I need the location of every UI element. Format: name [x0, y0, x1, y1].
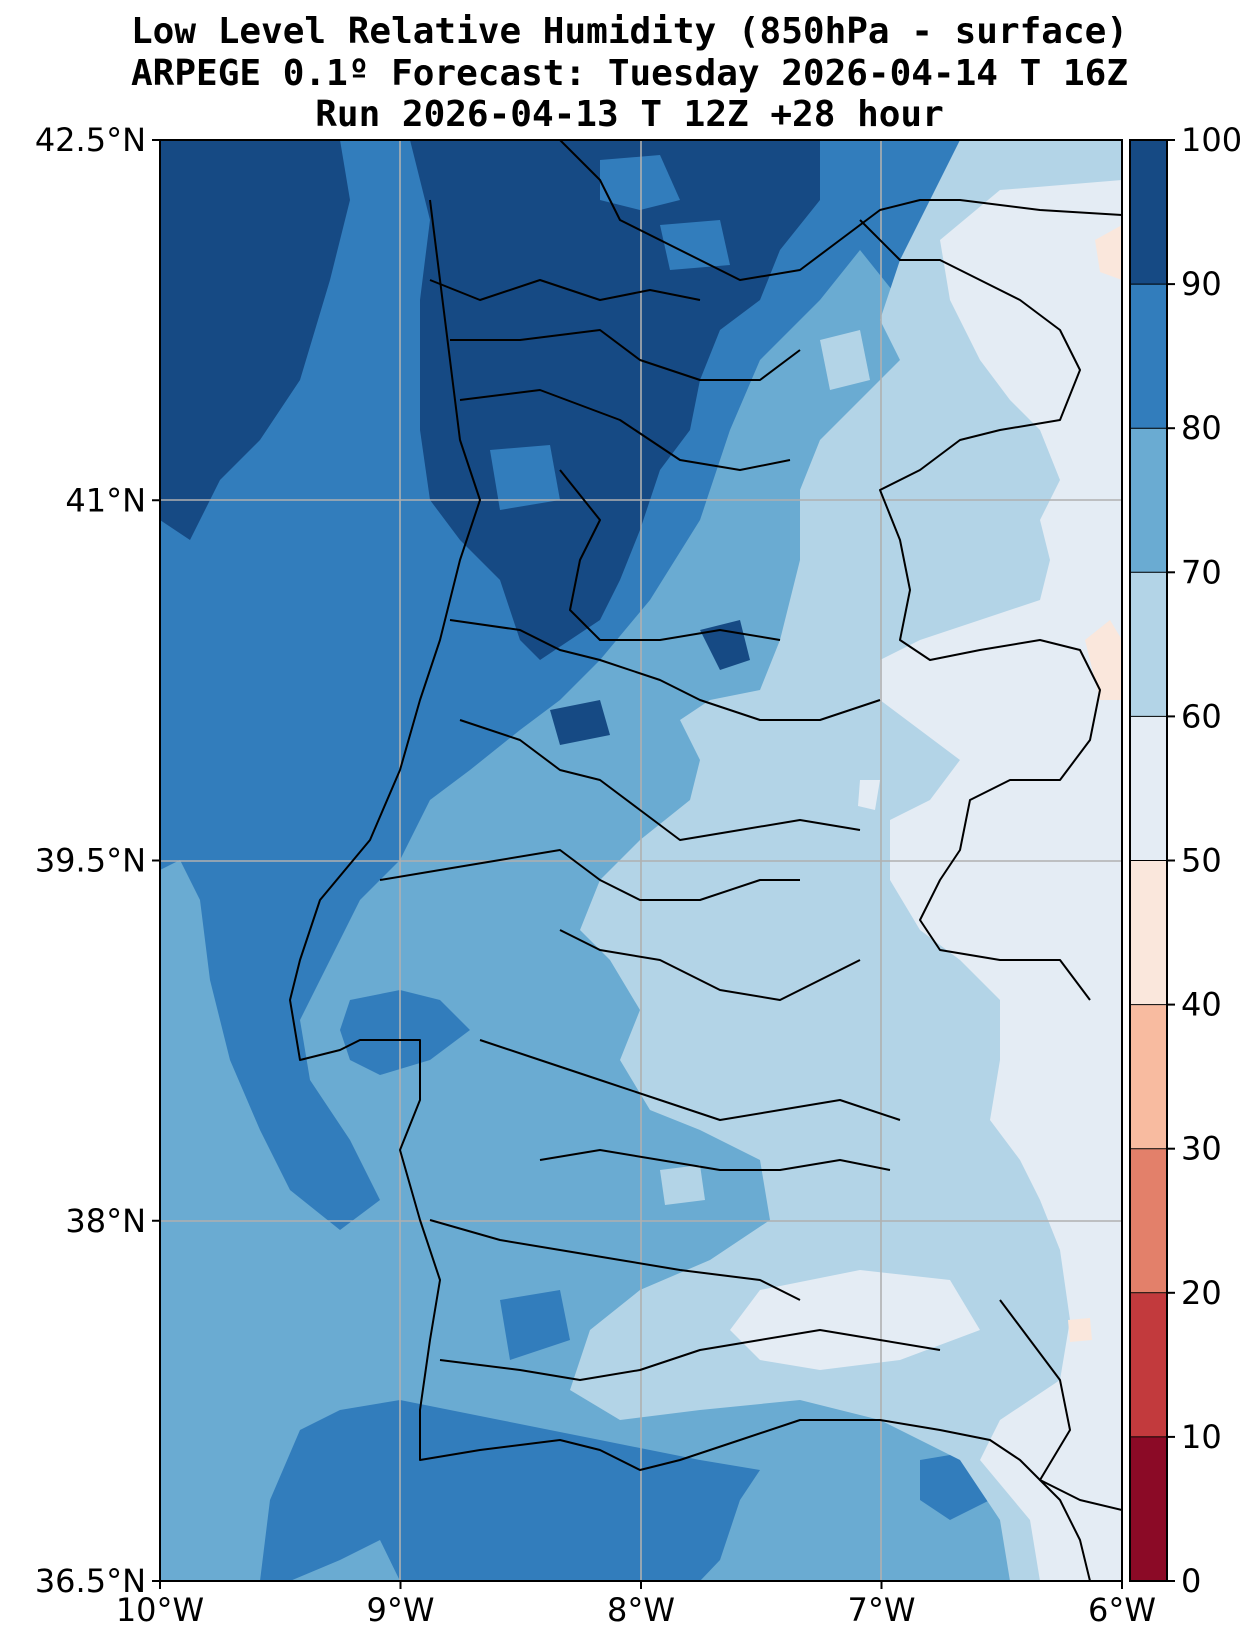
border-north: [559, 140, 1122, 281]
y-tick-label: 36.5°N: [35, 1562, 146, 1600]
colorbar-label: 20: [1181, 1274, 1222, 1312]
colorbar-swatch: [1130, 1292, 1167, 1438]
colorbar-label: 90: [1181, 265, 1222, 303]
y-tick-label: 39.5°N: [35, 842, 146, 880]
title-line-2: ARPEGE 0.1º Forecast: Tuesday 2026-04-14…: [131, 53, 1128, 94]
border-district-11: [429, 1219, 801, 1301]
rh-field-90-100-inland: [520, 460, 620, 640]
colorbar-label: 70: [1181, 553, 1222, 591]
rh-field-60-70-pocket: [820, 330, 870, 390]
border-district-3: [459, 389, 791, 471]
colorbar-label: 40: [1181, 986, 1222, 1024]
colorbar-swatch: [1130, 140, 1167, 285]
colorbar-frame: [1129, 139, 1168, 1582]
colorbar-swatch: [1130, 1004, 1167, 1150]
title-line-1: Low Level Relative Humidity (850hPa - su…: [131, 11, 1128, 52]
colorbar-swatch: [1130, 572, 1167, 717]
rh-field-90-100-north: [410, 140, 820, 660]
rh-field-50-60-south: [730, 1270, 980, 1370]
map-area: [160, 140, 1122, 1581]
border-south-spain: [999, 1299, 1122, 1511]
border-district-12: [439, 1329, 941, 1381]
border-spain: [859, 219, 1101, 1001]
y-tick-label: 38°N: [65, 1202, 146, 1240]
colorbar-label: 0: [1181, 1562, 1201, 1600]
y-tick-label: 42.5°N: [35, 121, 146, 159]
colorbar-label: 60: [1181, 697, 1222, 735]
rh-field-40-50: [1095, 225, 1122, 280]
border-district-1: [429, 279, 701, 301]
rh-field-80-90-pocket3: [490, 445, 560, 510]
border-district-10: [539, 1149, 891, 1171]
coastline-west: [289, 199, 1091, 1581]
rh-field-80-90-south: [260, 1400, 760, 1581]
rh-field-90-100: [160, 140, 350, 540]
x-axis-ticks: 10°W 9°W 8°W 7°W 6°W: [116, 1581, 1156, 1629]
colorbar-label: 100: [1181, 121, 1242, 159]
colorbar-swatch: [1130, 860, 1167, 1006]
border-district-4: [559, 469, 781, 641]
colorbar-label: 10: [1181, 1418, 1222, 1456]
colorbar-swatch: [1130, 1436, 1167, 1582]
rh-field-50-60-spot: [858, 780, 880, 810]
colorbar: 0 10 20 30 40 50 60 70 80 90 100: [1129, 121, 1242, 1600]
colorbar-swatch: [1130, 284, 1167, 429]
borders-and-coastline: [289, 140, 1122, 1581]
colorbar-label: 80: [1181, 409, 1222, 447]
title-line-3: Run 2026-04-13 T 12Z +28 hour: [315, 94, 944, 135]
border-district-2: [450, 329, 801, 381]
rh-field-50-60: [880, 180, 1122, 1581]
rh-field-60-70-pocket2: [660, 1165, 705, 1205]
x-tick-label: 6°W: [1088, 1591, 1156, 1629]
rh-field-80-90-pocket2: [660, 220, 730, 270]
colorbar-label: 50: [1181, 842, 1222, 880]
x-tick-label: 8°W: [607, 1591, 675, 1629]
rh-field-80-90-lisbon: [340, 990, 470, 1075]
border-district-5: [449, 619, 881, 721]
y-tick-label: 41°N: [65, 481, 146, 519]
border-district-7: [379, 849, 800, 901]
rh-field-40-50-3: [1068, 1318, 1092, 1342]
x-tick-label: 9°W: [367, 1591, 435, 1629]
border-district-8: [559, 929, 861, 1001]
gridlines: [160, 140, 1122, 1581]
rh-field-40-50-2: [1085, 620, 1122, 700]
colorbar-swatch: [1130, 428, 1167, 573]
x-tick-label: 7°W: [848, 1591, 916, 1629]
y-axis-ticks: 42.5°N 41°N 39.5°N 38°N 36.5°N: [35, 121, 160, 1600]
colorbar-label: 30: [1181, 1130, 1222, 1168]
x-tick-label: 10°W: [116, 1591, 204, 1629]
rh-field-90-100-spot2: [550, 700, 610, 745]
border-district-9: [479, 1039, 901, 1121]
colorbar-swatch: [1130, 1148, 1167, 1294]
rh-field-80-90-coast: [500, 1290, 570, 1360]
rh-field-80-90-pocket: [600, 155, 680, 210]
colorbar-swatch: [1130, 716, 1167, 861]
border-district-6: [459, 719, 861, 841]
